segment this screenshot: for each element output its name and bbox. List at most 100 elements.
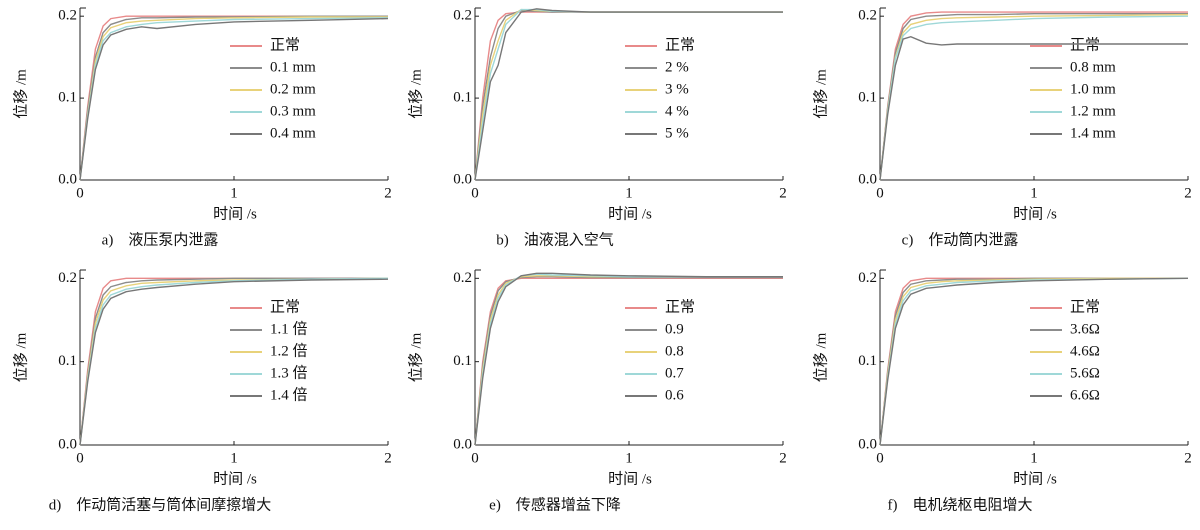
x-tick-label: 2 bbox=[779, 450, 787, 466]
series-line bbox=[79, 277, 388, 446]
legend-label: 0.2 mm bbox=[270, 81, 316, 97]
legend-label: 3.6Ω bbox=[1070, 321, 1100, 337]
series-line bbox=[79, 277, 388, 446]
x-tick-label: 0 bbox=[76, 185, 84, 201]
legend-label: 0.8 mm bbox=[1070, 59, 1116, 75]
legend-label: 2 % bbox=[665, 59, 689, 75]
legend-label: 0.8 bbox=[665, 343, 684, 359]
x-axis-label: 时间 /s bbox=[608, 470, 652, 487]
series-line bbox=[474, 8, 783, 181]
x-axis-label: 时间 /s bbox=[213, 205, 257, 222]
series-line bbox=[474, 9, 783, 181]
y-tick-label: 0.1 bbox=[453, 90, 472, 106]
series-line bbox=[879, 13, 1189, 181]
x-tick-label: 0 bbox=[471, 450, 479, 466]
legend-label: 1.4 mm bbox=[1070, 125, 1116, 141]
legend-label: 正常 bbox=[270, 298, 300, 315]
panel-caption: f) 电机绕枢电阻增大 bbox=[888, 496, 1033, 513]
series-line bbox=[474, 273, 783, 446]
legend-label: 0.1 mm bbox=[270, 59, 316, 75]
legend-label: 0.6 bbox=[665, 387, 684, 403]
legend-label: 3 % bbox=[665, 81, 689, 97]
series-line bbox=[79, 17, 389, 181]
legend-label: 正常 bbox=[1070, 298, 1100, 315]
series-line bbox=[79, 277, 389, 446]
legend-label: 1.3 倍 bbox=[270, 364, 308, 381]
legend-label: 1.2 倍 bbox=[270, 342, 308, 359]
x-tick-label: 2 bbox=[1184, 185, 1192, 201]
x-tick-label: 2 bbox=[779, 185, 787, 201]
x-tick-label: 1 bbox=[1030, 450, 1038, 466]
legend-label: 4.6Ω bbox=[1070, 343, 1100, 359]
y-axis-label: 位移 /m bbox=[812, 332, 829, 382]
panel-caption: a) 液压泵内泄露 bbox=[102, 231, 219, 248]
series-line bbox=[79, 15, 388, 181]
y-axis-label: 位移 /m bbox=[12, 332, 29, 382]
series-line bbox=[474, 11, 783, 181]
legend-label: 0.9 bbox=[665, 321, 684, 337]
y-axis-label: 位移 /m bbox=[812, 69, 829, 119]
x-tick-label: 0 bbox=[471, 185, 479, 201]
x-tick-label: 2 bbox=[1184, 450, 1192, 466]
y-tick-label: 0.2 bbox=[58, 270, 77, 286]
x-tick-label: 1 bbox=[230, 185, 238, 201]
series-line bbox=[879, 11, 1188, 181]
y-tick-label: 0.2 bbox=[58, 8, 77, 24]
panel-caption: d) 作动筒活塞与筒体间摩擦增大 bbox=[49, 495, 272, 513]
series-line bbox=[79, 17, 389, 181]
y-axis-label: 位移 /m bbox=[407, 332, 424, 382]
legend-label: 正常 bbox=[665, 36, 695, 53]
series-line bbox=[879, 35, 1188, 181]
x-tick-label: 1 bbox=[625, 450, 633, 466]
legend-label: 1.1 倍 bbox=[270, 320, 308, 337]
x-axis-label: 时间 /s bbox=[213, 470, 257, 487]
y-tick-label: 0.1 bbox=[58, 90, 77, 106]
legend-label: 5.6Ω bbox=[1070, 365, 1100, 381]
legend-label: 1.0 mm bbox=[1070, 81, 1116, 97]
legend-label: 正常 bbox=[665, 298, 695, 315]
series-line bbox=[879, 277, 1188, 446]
series-line bbox=[879, 277, 1189, 446]
y-tick-label: 0.0 bbox=[58, 171, 77, 187]
legend-label: 0.7 bbox=[665, 365, 684, 381]
y-axis-label: 位移 /m bbox=[407, 69, 424, 119]
x-tick-label: 2 bbox=[384, 185, 392, 201]
series-line bbox=[79, 15, 388, 181]
legend-label: 0.4 mm bbox=[270, 125, 316, 141]
y-tick-label: 0.0 bbox=[858, 436, 877, 452]
panel-caption: b) 油液混入空气 bbox=[496, 231, 614, 248]
series-line bbox=[879, 15, 1189, 181]
x-tick-label: 0 bbox=[76, 450, 84, 466]
y-tick-label: 0.2 bbox=[858, 270, 877, 286]
series-line bbox=[474, 275, 783, 446]
legend-label: 正常 bbox=[270, 36, 300, 53]
y-tick-label: 0.0 bbox=[58, 436, 77, 452]
series-line bbox=[474, 8, 783, 181]
x-tick-label: 1 bbox=[230, 450, 238, 466]
series-line bbox=[79, 16, 388, 181]
series-line bbox=[79, 277, 389, 446]
y-axis-label: 位移 /m bbox=[12, 69, 29, 119]
y-tick-label: 0.1 bbox=[453, 353, 472, 369]
y-tick-label: 0.0 bbox=[858, 171, 877, 187]
x-axis-label: 时间 /s bbox=[1013, 470, 1057, 487]
series-line bbox=[879, 13, 1188, 181]
legend-label: 5 % bbox=[665, 125, 689, 141]
legend-label: 6.6Ω bbox=[1070, 387, 1100, 403]
y-tick-label: 0.1 bbox=[858, 353, 877, 369]
series-line bbox=[474, 276, 783, 446]
series-line bbox=[474, 272, 783, 446]
y-tick-label: 0.1 bbox=[58, 353, 77, 369]
panel-caption: c) 作动筒内泄露 bbox=[902, 231, 1019, 248]
y-tick-label: 0.2 bbox=[858, 8, 877, 24]
x-axis-label: 时间 /s bbox=[608, 205, 652, 222]
x-tick-label: 1 bbox=[1030, 185, 1038, 201]
panel-caption: e) 传感器增益下降 bbox=[489, 496, 621, 513]
series-line bbox=[474, 277, 783, 446]
series-line bbox=[879, 277, 1189, 446]
x-axis-label: 时间 /s bbox=[1013, 205, 1057, 222]
y-tick-label: 0.0 bbox=[453, 171, 472, 187]
legend-label: 4 % bbox=[665, 103, 689, 119]
series-line bbox=[879, 277, 1188, 446]
